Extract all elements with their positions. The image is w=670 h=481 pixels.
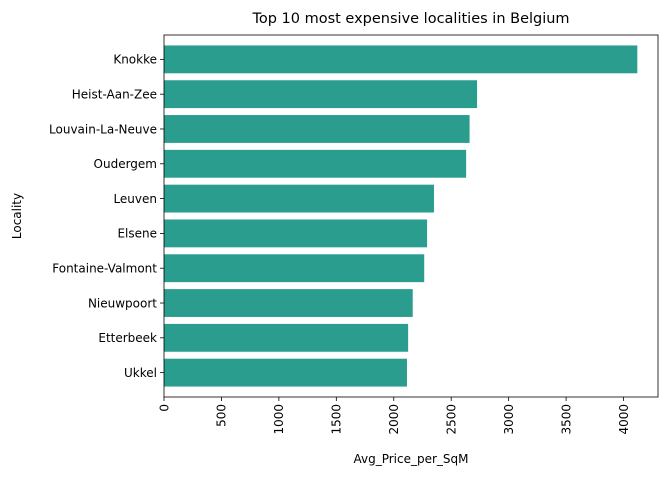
bar-etterbeek <box>164 323 409 352</box>
y-axis-label: Locality <box>10 193 24 239</box>
x-tick-label: 1500 <box>330 404 344 435</box>
x-tick-label: 500 <box>215 404 229 427</box>
x-tick-label: 0 <box>157 404 171 412</box>
bar-knokke <box>164 45 638 74</box>
y-tick-label: Elsene <box>117 227 157 241</box>
y-tick-label: Etterbeek <box>98 331 157 345</box>
x-tick-label: 1000 <box>272 404 286 435</box>
y-tick-label: Knokke <box>113 53 157 67</box>
plot-frame <box>163 34 659 398</box>
bar-louvain-la-neuve <box>164 115 470 143</box>
x-axis-label: Avg_Price_per_SqM <box>353 452 468 466</box>
x-tick-label: 2500 <box>445 404 459 435</box>
y-ticks-group: Knokke Heist-Aan-Zee Louvain-La-Neuve Ouder… <box>49 53 164 380</box>
y-tick-label: Fontaine-Valmont <box>52 262 157 276</box>
bar-elsene <box>164 219 428 248</box>
x-ticks-group: 0 500 1000 1500 2000 2500 3000 3500 4000 <box>157 397 631 435</box>
y-tick-label: Oudergem <box>94 157 157 171</box>
y-tick-label: Louvain-La-Neuve <box>49 122 157 136</box>
bars-group <box>164 45 638 387</box>
y-tick-label: Nieuwpoort <box>88 296 157 310</box>
x-tick-label: 3000 <box>502 404 516 435</box>
bar-heist-aan-zee <box>164 80 478 109</box>
x-tick-label: 3500 <box>559 404 573 435</box>
x-tick-label: 4000 <box>617 404 631 435</box>
bar-fontaine-valmont <box>164 254 425 283</box>
bar-oudergem <box>164 149 467 178</box>
bar-ukkel <box>164 358 407 387</box>
y-tick-label: Ukkel <box>124 366 157 380</box>
chart-title: Top 10 most expensive localities in Belg… <box>251 11 569 27</box>
y-tick-label: Leuven <box>113 192 157 206</box>
x-tick-label: 2000 <box>387 404 401 435</box>
y-tick-label: Heist-Aan-Zee <box>72 87 157 101</box>
bar-leuven <box>164 184 434 213</box>
bar-nieuwpoort <box>164 289 413 317</box>
